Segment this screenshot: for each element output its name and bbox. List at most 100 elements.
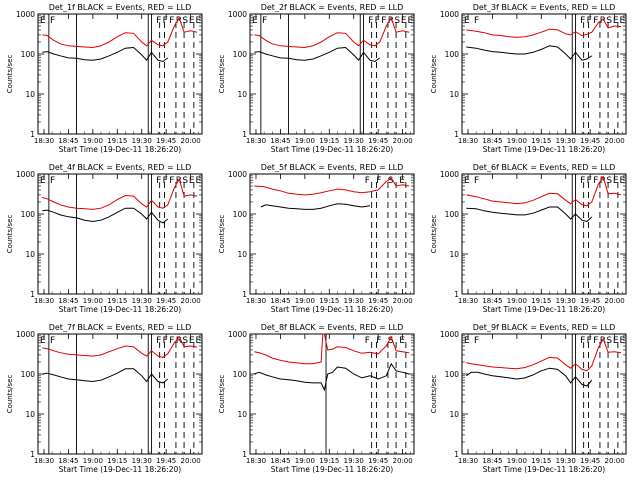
flag-letter: F bbox=[474, 176, 479, 186]
flag-letter: S bbox=[606, 176, 612, 186]
x-tick-label: 19:30 bbox=[132, 137, 152, 145]
events-series-line bbox=[260, 203, 371, 210]
flag-letter: R bbox=[600, 176, 606, 186]
x-tick-label: 19:30 bbox=[556, 297, 576, 305]
flag-letter: E bbox=[401, 16, 407, 26]
y-axis-label: Counts/sec bbox=[430, 215, 438, 254]
x-tick-label: 19:45 bbox=[368, 457, 388, 465]
y-tick-label: 1 bbox=[242, 290, 247, 299]
events-series-line bbox=[42, 207, 169, 224]
flag-letter: F bbox=[50, 336, 55, 346]
flag-letter: E bbox=[252, 16, 258, 26]
x-axis-label: Start Time (19-Dec-11 18:26:20) bbox=[483, 145, 605, 154]
y-tick-label: 1000 bbox=[228, 330, 247, 339]
flag-letter: F bbox=[50, 176, 55, 186]
y-axis-label: Counts/sec bbox=[218, 375, 226, 414]
panel-title: Det_4f BLACK = Events, RED = LLD bbox=[49, 163, 192, 172]
flag-letter: E bbox=[613, 176, 619, 186]
flag-letter: F bbox=[169, 336, 174, 346]
flag-letter: F bbox=[593, 16, 598, 26]
panel-6: Det_6f BLACK = Events, RED = LLD 1 10 100 10… bbox=[430, 163, 627, 314]
plot-frame bbox=[37, 13, 203, 135]
flag-letter: S bbox=[388, 336, 394, 346]
x-tick-label: 19:30 bbox=[344, 457, 364, 465]
y-tick-label: 1000 bbox=[440, 170, 459, 179]
y-axis-label: Counts/sec bbox=[218, 215, 226, 254]
x-axis-label: Start Time (19-Dec-11 18:26:20) bbox=[483, 465, 605, 474]
flag-letter: E bbox=[464, 176, 470, 186]
panel-title: Det_3f BLACK = Events, RED = LLD bbox=[473, 3, 616, 12]
lld-series-line bbox=[466, 175, 622, 207]
x-tick-label: 19:30 bbox=[344, 137, 364, 145]
flag-letter: F bbox=[163, 176, 168, 186]
x-tick-label: 19:30 bbox=[344, 297, 364, 305]
x-tick-label: 19:00 bbox=[295, 457, 315, 465]
flag-letter: F bbox=[368, 16, 373, 26]
flag-letter: S bbox=[606, 16, 612, 26]
flag-letter: E bbox=[40, 176, 46, 186]
flag-letter: F bbox=[580, 16, 585, 26]
x-tick-label: 19:00 bbox=[83, 137, 103, 145]
y-tick-label: 100 bbox=[21, 370, 36, 379]
flag-letter: F bbox=[593, 176, 598, 186]
y-tick-label: 1000 bbox=[16, 330, 35, 339]
panel-7: Det_7f BLACK = Events, RED = LLD 1 10 100 10… bbox=[6, 323, 203, 474]
flag-letter: R bbox=[176, 176, 182, 186]
lld-series-line bbox=[254, 177, 410, 196]
y-axis-label: Counts/sec bbox=[6, 55, 14, 94]
flag-letter: F bbox=[156, 336, 161, 346]
flag-letter: S bbox=[606, 336, 612, 346]
flag-letter: E bbox=[619, 16, 625, 26]
x-axis-label: Start Time (19-Dec-11 18:26:20) bbox=[483, 305, 605, 314]
plot-frame bbox=[461, 173, 627, 295]
events-series-line bbox=[42, 46, 169, 63]
x-tick-label: 19:45 bbox=[368, 297, 388, 305]
y-axis-label: Counts/sec bbox=[218, 55, 226, 94]
flag-letter: E bbox=[40, 16, 46, 26]
x-tick-label: 19:15 bbox=[531, 297, 551, 305]
y-tick-label: 100 bbox=[233, 210, 248, 219]
x-tick-label: 19:00 bbox=[507, 297, 527, 305]
flag-letter: S bbox=[388, 176, 394, 186]
x-tick-label: 18:45 bbox=[270, 457, 290, 465]
plot-frame bbox=[37, 173, 203, 295]
x-tick-label: 18:30 bbox=[246, 297, 266, 305]
panel-title: Det_5f BLACK = Events, RED = LLD bbox=[261, 163, 404, 172]
panel-4: Det_4f BLACK = Events, RED = LLD 1 10 100 10… bbox=[6, 163, 203, 314]
flag-letter: F bbox=[163, 336, 168, 346]
x-tick-label: 19:15 bbox=[107, 297, 127, 305]
flag-letter: E bbox=[619, 336, 625, 346]
panel-5: Det_5f BLACK = Events, RED = LLD 1 10 100 10… bbox=[218, 163, 415, 314]
x-tick-label: 18:30 bbox=[34, 297, 54, 305]
y-tick-label: 1000 bbox=[440, 330, 459, 339]
flag-letter: R bbox=[600, 16, 606, 26]
y-tick-label: 10 bbox=[449, 90, 459, 99]
x-tick-label: 20:00 bbox=[181, 297, 201, 305]
x-tick-label: 18:45 bbox=[270, 137, 290, 145]
flag-letter: S bbox=[182, 16, 188, 26]
flag-letter: F bbox=[156, 176, 161, 186]
panel-8: Det_8f BLACK = Events, RED = LLD 1 10 100 10… bbox=[218, 323, 415, 474]
x-axis-label: Start Time (19-Dec-11 18:26:20) bbox=[59, 465, 181, 474]
y-tick-label: 100 bbox=[445, 50, 460, 59]
plot-frame bbox=[37, 333, 203, 455]
x-tick-label: 19:30 bbox=[556, 137, 576, 145]
x-tick-label: 19:45 bbox=[580, 457, 600, 465]
x-tick-label: 20:00 bbox=[393, 137, 413, 145]
lld-series-line bbox=[466, 337, 622, 372]
flag-letter: F bbox=[376, 176, 381, 186]
y-axis-label: Counts/sec bbox=[6, 375, 14, 414]
y-tick-label: 1 bbox=[242, 450, 247, 459]
x-tick-label: 19:00 bbox=[83, 457, 103, 465]
flag-letter: E bbox=[613, 336, 619, 346]
panel-9: Det_9f BLACK = Events, RED = LLD 1 10 100 10… bbox=[430, 323, 627, 474]
x-tick-label: 18:45 bbox=[58, 297, 78, 305]
y-tick-label: 10 bbox=[237, 250, 247, 259]
x-tick-label: 18:45 bbox=[482, 457, 502, 465]
panel-title: Det_2f BLACK = Events, RED = LLD bbox=[261, 3, 404, 12]
events-series-line bbox=[254, 46, 381, 63]
x-tick-label: 19:30 bbox=[132, 297, 152, 305]
x-tick-label: 19:15 bbox=[531, 137, 551, 145]
x-tick-label: 20:00 bbox=[605, 297, 625, 305]
